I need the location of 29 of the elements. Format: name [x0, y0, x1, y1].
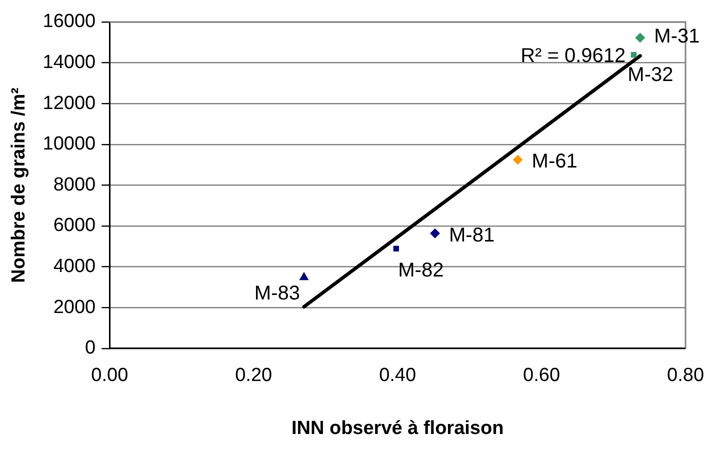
y-tick-label: 0 — [85, 338, 96, 359]
y-axis-title: Nombre de grains /m² — [8, 88, 30, 283]
series-label: M-83 — [254, 282, 300, 304]
point — [512, 154, 523, 165]
x-tick-label: 0.40 — [379, 365, 416, 386]
point — [393, 246, 399, 252]
y-tick-label: 8000 — [53, 174, 96, 196]
x-axis-title: INN observé à floraison — [291, 418, 504, 439]
x-tick-label: 0.00 — [91, 365, 128, 386]
y-tick-label: 10000 — [42, 134, 96, 155]
y-tick-label: 14000 — [42, 52, 96, 74]
point — [430, 228, 440, 238]
point — [635, 32, 646, 43]
y-tick-label: 2000 — [53, 296, 96, 318]
series-label: M-31 — [654, 26, 700, 48]
x-tick-label: 0.20 — [235, 365, 272, 386]
series-label: M-61 — [532, 150, 578, 173]
y-tick-label: 6000 — [53, 215, 96, 236]
annotation: R² = 0.9612 — [520, 44, 626, 67]
y-tick-label: 4000 — [53, 256, 96, 278]
y-tick-label: 12000 — [42, 92, 96, 114]
x-tick-label: 0.80 — [667, 365, 704, 386]
point — [630, 52, 637, 58]
point — [299, 272, 309, 280]
series-label: M-82 — [398, 260, 444, 282]
series-label: M-81 — [449, 224, 495, 246]
y-tick-label: 16000 — [42, 11, 96, 32]
x-tick-label: 0.60 — [523, 365, 560, 386]
series-label: M-32 — [628, 64, 674, 86]
